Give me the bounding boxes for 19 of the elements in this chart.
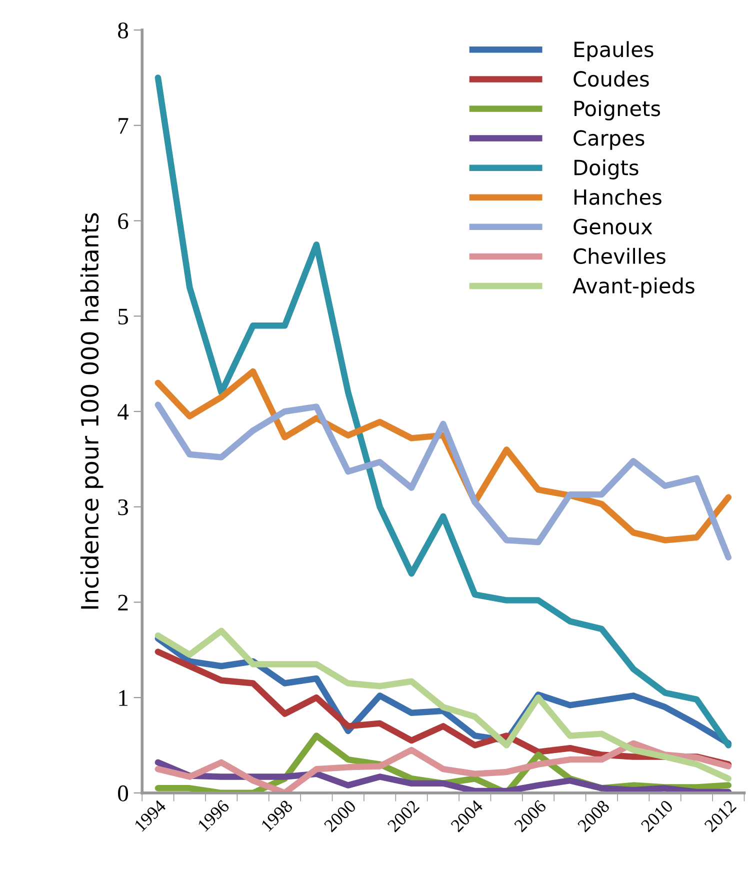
legend-label: Genoux <box>574 218 652 234</box>
legend-label: Epaules <box>574 41 654 62</box>
y-tick-label: 8 <box>118 22 128 38</box>
legend-label: Carpes <box>574 130 644 150</box>
y-axis-title: Incidence pour 100 000 habitants <box>80 213 104 609</box>
y-tick-label: 2 <box>118 594 128 610</box>
legend-label: Coudes <box>574 70 649 87</box>
legend-label: Avant-pieds <box>572 277 694 298</box>
y-tick-label: 3 <box>118 499 128 516</box>
y-tick-label: 4 <box>118 404 129 420</box>
y-tick-label: 0 <box>118 785 128 802</box>
y-tick-label: 5 <box>118 308 128 325</box>
legend-label: Hanches <box>574 188 662 205</box>
y-tick-label: 7 <box>118 118 128 134</box>
legend-label: Poignets <box>574 100 660 120</box>
y-tick-label: 1 <box>119 690 128 706</box>
y-tick-label: 6 <box>118 213 128 230</box>
legend-label: Chevilles <box>574 248 666 264</box>
legend-label: Doigts <box>574 159 638 180</box>
